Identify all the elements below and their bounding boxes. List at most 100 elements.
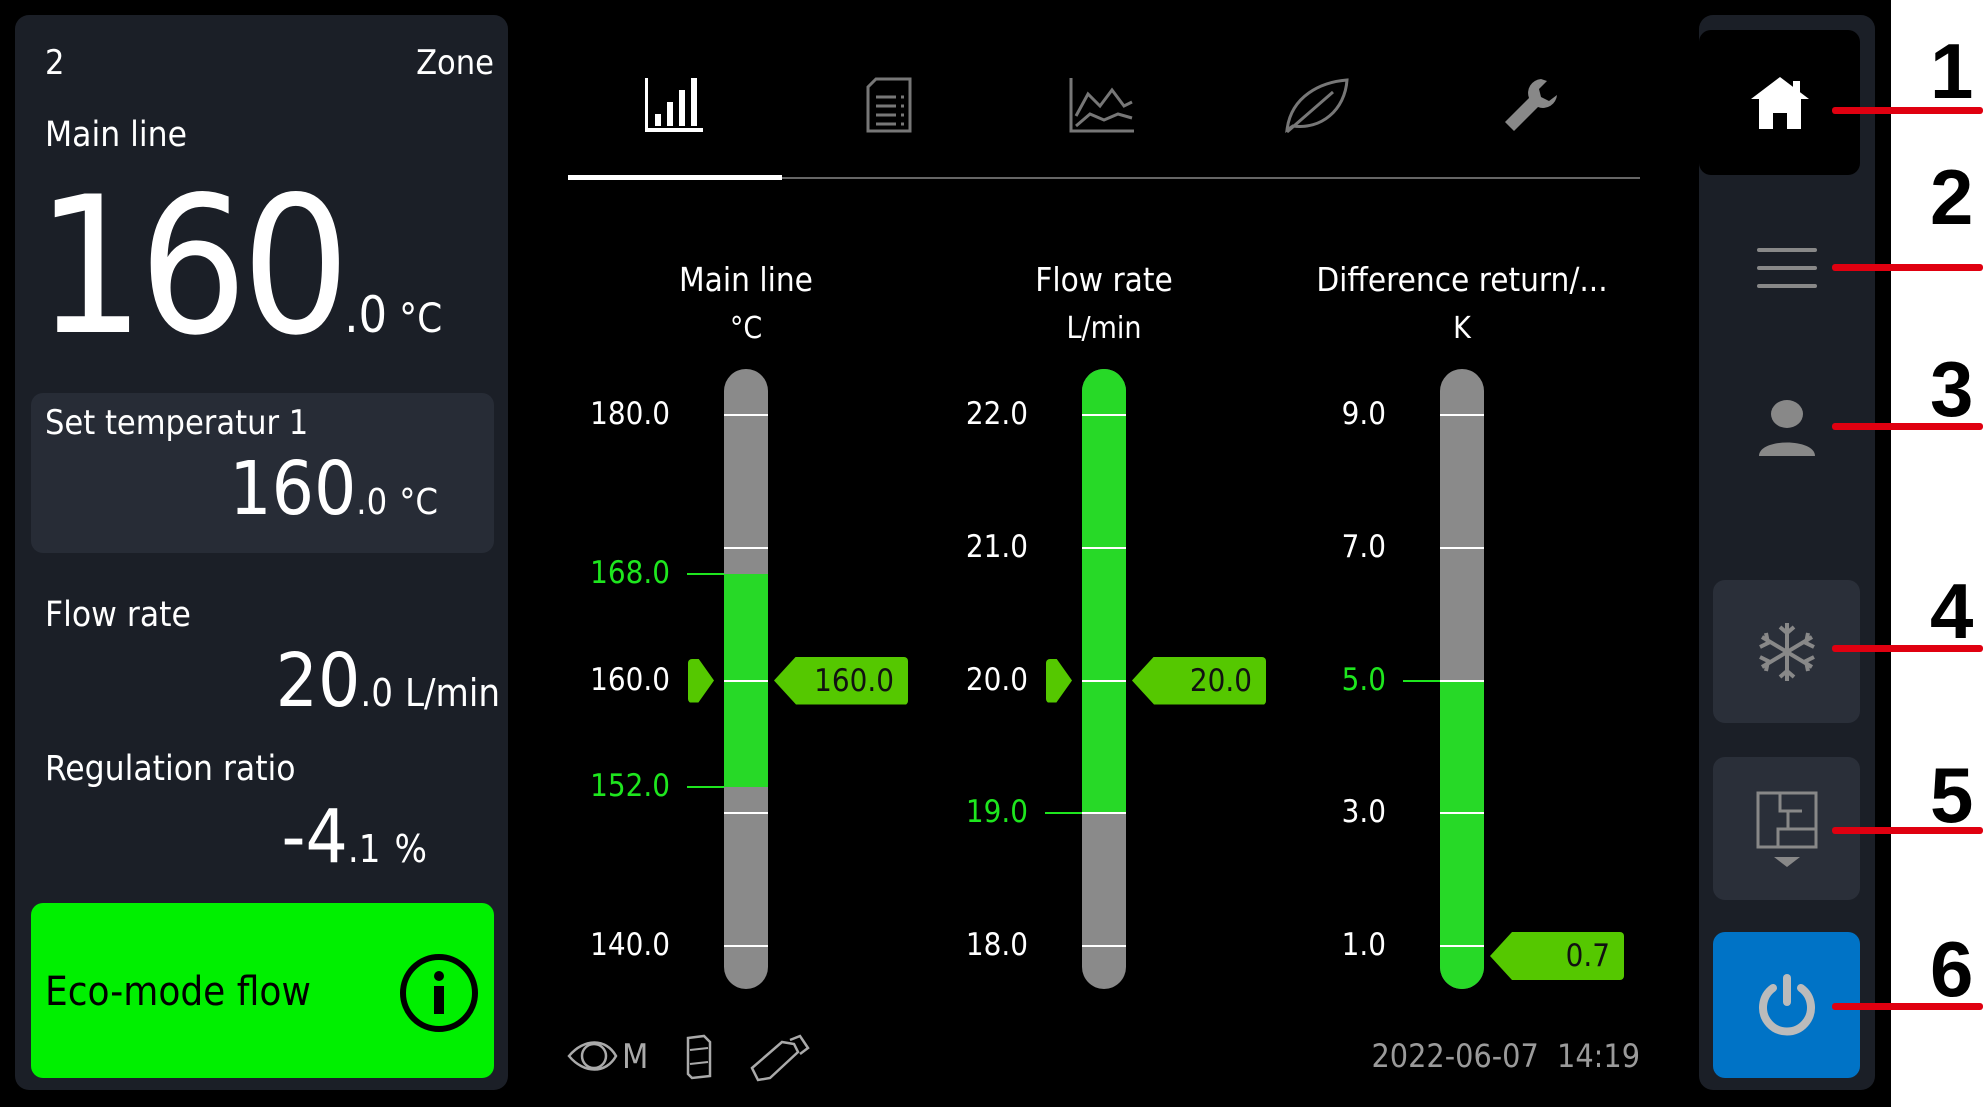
callout-line-4 bbox=[1832, 645, 1983, 652]
plant-diagram-icon bbox=[1756, 791, 1817, 867]
gauge-tick-label: 168.0 bbox=[590, 555, 670, 592]
gauge-tick bbox=[1082, 945, 1126, 947]
gauge-range-band bbox=[1082, 369, 1126, 814]
gauge-tick bbox=[724, 414, 768, 416]
gauge-bar bbox=[1082, 369, 1126, 989]
regulation-ratio-label: Regulation ratio bbox=[45, 749, 296, 789]
gauge-tick bbox=[1440, 679, 1484, 682]
gauge-tick-label: 19.0 bbox=[965, 794, 1028, 831]
home-button[interactable] bbox=[1699, 30, 1860, 175]
zone-number: 2 bbox=[45, 43, 65, 83]
leaf-icon bbox=[1285, 78, 1349, 134]
gauge-tick-label: 140.0 bbox=[590, 927, 670, 963]
gauge-tick bbox=[1082, 679, 1126, 682]
reg-unit: % bbox=[394, 827, 428, 871]
gauge-tick bbox=[1082, 414, 1126, 416]
gauge-tick-label: 160.0 bbox=[590, 661, 670, 698]
gauge-tick bbox=[1440, 414, 1484, 416]
gauge-tick-label: 18.0 bbox=[965, 927, 1028, 963]
gauge-tick-label: 152.0 bbox=[590, 767, 670, 804]
callout-line-6 bbox=[1832, 1003, 1983, 1010]
gauge-value-marker: 20.0 bbox=[1132, 656, 1266, 705]
zone-label: Zone bbox=[416, 43, 494, 83]
gauge-value-marker: 160.0 bbox=[774, 656, 908, 705]
flow-int: 20 bbox=[275, 638, 361, 724]
callout-4: 4 bbox=[1930, 567, 1974, 655]
regulation-ratio-value: -4 .1 % bbox=[282, 800, 428, 874]
gauge-tick-label: 3.0 bbox=[1341, 794, 1386, 831]
tab-trend[interactable] bbox=[1067, 70, 1137, 140]
gauge-tick bbox=[1440, 546, 1484, 549]
info-icon[interactable] bbox=[398, 952, 480, 1034]
callout-1: 1 bbox=[1930, 27, 1974, 115]
line-chart-icon bbox=[1069, 78, 1134, 133]
gauge-title: Difference return/... bbox=[1316, 260, 1608, 299]
callout-3: 3 bbox=[1930, 345, 1974, 433]
gauge-bar bbox=[1440, 369, 1484, 989]
eye-m-label: M bbox=[622, 1037, 649, 1077]
set-temp-int: 160 bbox=[229, 446, 357, 532]
gauge-unit: K bbox=[1453, 311, 1471, 346]
user-icon bbox=[1758, 399, 1815, 456]
wrench-icon bbox=[1505, 79, 1557, 131]
gauge-tick-label: 7.0 bbox=[1341, 528, 1386, 565]
callout-line-1 bbox=[1832, 107, 1983, 114]
gauge-tick bbox=[724, 546, 768, 549]
gauge-bar bbox=[724, 369, 768, 989]
set-temperature-card[interactable] bbox=[31, 393, 494, 553]
set-temp-unit: °C bbox=[399, 482, 438, 523]
callout-5: 5 bbox=[1930, 751, 1974, 839]
callout-line-5 bbox=[1832, 827, 1983, 834]
datetime: 2022-06-07 14:19 bbox=[1371, 1037, 1640, 1075]
main-line-unit: °C bbox=[399, 296, 443, 342]
set-temp-value: 160 .0 °C bbox=[229, 452, 438, 526]
gauge-tick bbox=[1082, 546, 1126, 549]
tab-service[interactable] bbox=[1496, 70, 1566, 140]
gauge-unit: °C bbox=[729, 311, 763, 346]
gauge-tick-label: 9.0 bbox=[1341, 396, 1386, 432]
gauge-tick-label: 20.0 bbox=[965, 661, 1028, 698]
tab-bar-chart[interactable] bbox=[639, 70, 709, 140]
main-line-value: 160 .0 °C bbox=[36, 172, 442, 362]
home-icon bbox=[1750, 76, 1809, 129]
tab-documents[interactable] bbox=[854, 70, 924, 140]
callout-2: 2 bbox=[1930, 153, 1974, 241]
eco-mode-flow-button[interactable] bbox=[31, 903, 494, 1078]
main-line-label: Main line bbox=[45, 115, 188, 155]
usb-stick-icon bbox=[750, 1034, 810, 1082]
gauge-tick bbox=[1440, 945, 1484, 947]
user-button[interactable] bbox=[1713, 385, 1860, 470]
gauge-value-marker: 0.7 bbox=[1490, 932, 1624, 980]
gauge-tick bbox=[724, 812, 768, 815]
eco-mode-label: Eco-mode flow bbox=[45, 969, 311, 1015]
power-icon bbox=[1758, 974, 1815, 1036]
flow-rate-label: Flow rate bbox=[45, 595, 191, 635]
gauge-tick-label: 21.0 bbox=[965, 528, 1028, 565]
main-line-dec: .0 bbox=[344, 286, 388, 344]
menu-button[interactable] bbox=[1713, 230, 1860, 305]
reg-dec: .1 bbox=[347, 827, 381, 871]
menu-icon bbox=[1756, 247, 1817, 288]
reg-int: -4 bbox=[281, 794, 348, 880]
gauge-title: Main line bbox=[679, 260, 813, 299]
flow-unit: L/min bbox=[404, 671, 500, 715]
gauge-tick-label: 180.0 bbox=[590, 396, 670, 432]
document-list-icon bbox=[866, 77, 912, 133]
gauge-title: Flow rate bbox=[1035, 260, 1173, 299]
eye-m-icon bbox=[567, 1041, 618, 1071]
flow-rate-value: 20 .0 L/min bbox=[276, 644, 500, 718]
gauge-tick bbox=[724, 679, 768, 682]
callout-line-3 bbox=[1832, 423, 1983, 430]
gauge-limit-line bbox=[1045, 812, 1082, 815]
tab-eco[interactable] bbox=[1281, 70, 1351, 140]
main-line-int: 160 bbox=[36, 156, 350, 377]
gauge-tick-label: 1.0 bbox=[1341, 927, 1386, 963]
callout-6: 6 bbox=[1930, 925, 1974, 1013]
active-tab-indicator bbox=[568, 175, 782, 180]
tab-divider bbox=[568, 177, 1640, 179]
sidebar bbox=[1699, 15, 1875, 1090]
cylinder-icon bbox=[686, 1034, 712, 1080]
gauge-limit-line bbox=[687, 573, 724, 576]
gauge-tick bbox=[724, 945, 768, 947]
gauge-range-band bbox=[1440, 680, 1484, 989]
